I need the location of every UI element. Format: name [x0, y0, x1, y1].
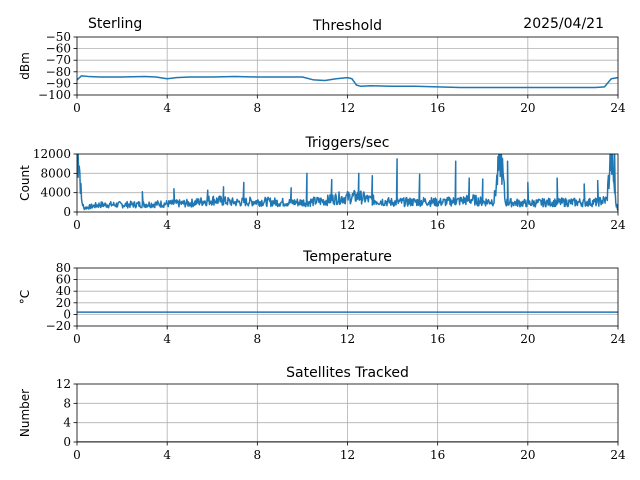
y-tick-label: 12 — [56, 377, 71, 391]
x-tick-label: 16 — [430, 448, 445, 462]
x-tick-label: 0 — [73, 332, 81, 346]
y-tick-label: 4000 — [40, 186, 71, 200]
y-tick-label: −60 — [46, 42, 71, 56]
y-tick-label: −20 — [46, 319, 71, 333]
series-line — [77, 75, 618, 89]
x-tick-label: 8 — [254, 448, 262, 462]
x-tick-label: 20 — [520, 218, 535, 232]
x-tick-label: 20 — [520, 448, 535, 462]
x-tick-label: 24 — [610, 218, 626, 232]
chart-title: Triggers/sec — [305, 135, 390, 151]
x-tick-label: 0 — [73, 448, 81, 462]
y-tick-label: 4 — [63, 416, 71, 430]
x-tick-label: 12 — [340, 332, 355, 346]
x-tick-label: 20 — [520, 332, 535, 346]
chart-title: Temperature — [302, 249, 392, 265]
x-tick-label: 24 — [610, 448, 626, 462]
x-tick-label: 8 — [254, 332, 262, 346]
x-tick-label: 12 — [340, 218, 355, 232]
chart-title: Satellites Tracked — [286, 365, 409, 381]
x-tick-label: 16 — [430, 218, 445, 232]
y-tick-label: 8000 — [40, 166, 71, 180]
x-tick-label: 8 — [254, 218, 262, 232]
plot-frame — [76, 36, 619, 96]
y-axis-label: dBm — [18, 52, 32, 80]
y-tick-label: 60 — [56, 273, 71, 287]
x-tick-label: 4 — [163, 448, 171, 462]
x-tick-label: 12 — [340, 101, 355, 115]
y-tick-label: 8 — [63, 396, 71, 410]
y-axis-label: Number — [18, 389, 32, 437]
x-tick-label: 4 — [163, 218, 171, 232]
x-tick-label: 4 — [163, 332, 171, 346]
x-tick-label: 24 — [610, 101, 626, 115]
plot-frame — [76, 383, 619, 443]
chart-panel-3: Satellites Tracked Number 0 4 8 12 16 20 24 12 8 4 0 — [18, 365, 626, 462]
y-tick-label: 80 — [56, 261, 71, 275]
y-tick-label: −50 — [46, 30, 71, 44]
x-tick-label: 0 — [73, 218, 81, 232]
y-tick-label: 12000 — [33, 147, 71, 161]
y-tick-label: −80 — [46, 65, 71, 79]
y-tick-label: −90 — [46, 76, 71, 90]
x-tick-label: 4 — [163, 101, 171, 115]
series-line — [77, 154, 618, 211]
y-tick-label: 20 — [56, 296, 71, 310]
x-tick-label: 0 — [73, 101, 81, 115]
x-tick-label: 8 — [254, 101, 262, 115]
chart-panel-0: Threshold dBm 0 4 8 12 16 20 24 −50−60−70−80−90−1… — [18, 18, 626, 115]
x-tick-label: 12 — [340, 448, 355, 462]
x-tick-label: 16 — [430, 332, 445, 346]
date-label: 2025/04/21 — [523, 16, 604, 32]
y-axis-label: Count — [18, 165, 32, 201]
y-tick-label: −70 — [46, 53, 71, 67]
y-tick-label: 40 — [56, 284, 71, 298]
y-tick-label: 0 — [63, 307, 71, 321]
y-axis-label: °C — [18, 290, 32, 304]
x-tick-label: 24 — [610, 332, 626, 346]
x-tick-label: 20 — [520, 101, 535, 115]
plot-frame — [76, 267, 619, 327]
chart-panel-1: Triggers/sec Count 0 4 8 12 16 20 24 0 4000 8000 120… — [18, 135, 626, 232]
y-tick-label: 0 — [63, 435, 71, 449]
plot-frame — [76, 153, 619, 213]
y-tick-label: −100 — [38, 88, 71, 102]
y-tick-label: 0 — [63, 205, 71, 219]
x-tick-label: 16 — [430, 101, 445, 115]
station-label: Sterling — [88, 16, 142, 32]
chart-title: Threshold — [312, 18, 382, 34]
